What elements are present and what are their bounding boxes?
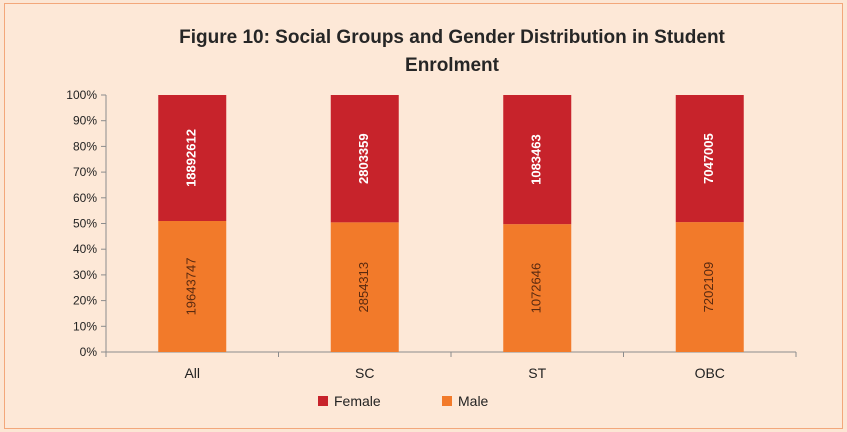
- x-category-label: SC: [355, 365, 374, 381]
- x-category-label: OBC: [695, 365, 725, 381]
- data-label-female: 2803359: [356, 133, 371, 184]
- data-label-male: 19643747: [184, 258, 199, 316]
- chart-title-line-1: Figure 10: Social Groups and Gender Dist…: [179, 27, 725, 48]
- bar-male-st: [503, 224, 572, 352]
- bar-female-obc: [675, 95, 744, 223]
- y-tick-label: 80%: [73, 139, 97, 153]
- bar-male-all: [158, 220, 227, 352]
- bars: 18892612 19643747 All 2803359 2854313 SC 10834…: [158, 95, 744, 381]
- y-tick-label: 20%: [73, 294, 97, 308]
- y-tick-label: 60%: [73, 191, 97, 205]
- chart-title-line-2: Enrolment: [405, 55, 500, 76]
- y-tick-label: 10%: [73, 319, 97, 333]
- legend-swatch-female: [318, 396, 328, 406]
- y-tick-label: 50%: [73, 217, 97, 231]
- legend-label-female: Female: [334, 393, 381, 409]
- bar-male-sc: [330, 222, 399, 352]
- y-tick-label: 40%: [73, 242, 97, 256]
- bar-male-obc: [675, 222, 744, 352]
- y-tick-label: 90%: [73, 114, 97, 128]
- bar-female-sc: [330, 95, 399, 223]
- bar-female-st: [503, 95, 572, 225]
- x-category-label: All: [184, 365, 200, 381]
- data-label-female: 18892612: [184, 129, 199, 187]
- data-label-male: 2854313: [356, 262, 371, 313]
- y-tick-label: 70%: [73, 165, 97, 179]
- data-label-male: 7202109: [701, 262, 716, 313]
- y-tick-label: 30%: [73, 268, 97, 282]
- data-label-male: 1072646: [529, 263, 544, 314]
- y-tick-label: 0%: [80, 345, 98, 359]
- x-category-label: ST: [528, 365, 546, 381]
- y-tick-label: 100%: [66, 88, 97, 102]
- legend-swatch-male: [442, 396, 452, 406]
- data-label-female: 7047005: [701, 133, 716, 184]
- legend-label-male: Male: [458, 393, 489, 409]
- legend: Female Male: [318, 393, 489, 409]
- data-label-female: 1083463: [529, 134, 544, 185]
- bar-female-all: [158, 95, 227, 221]
